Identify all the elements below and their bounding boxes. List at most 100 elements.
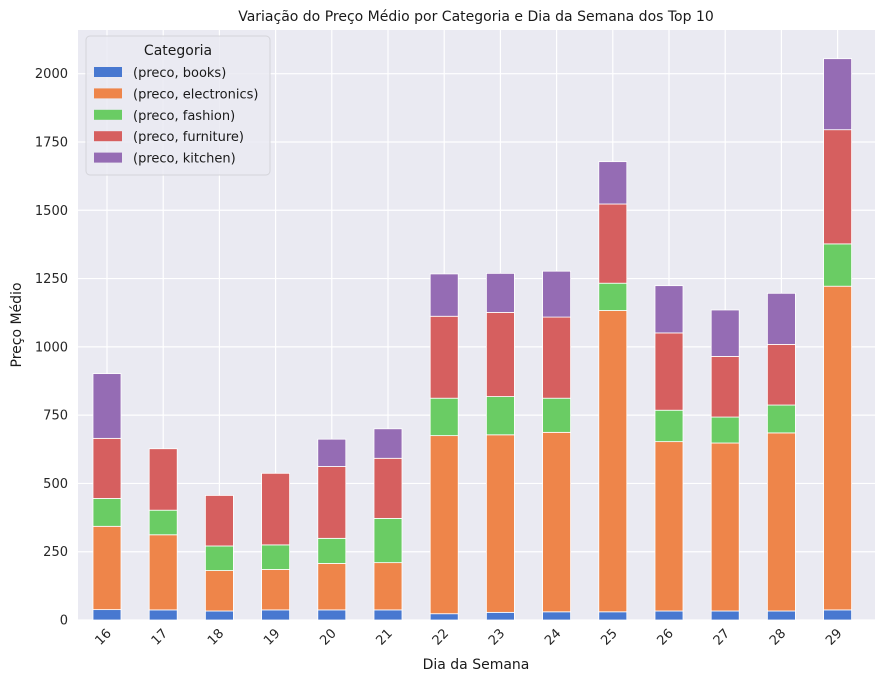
bar-segment [767, 404, 796, 434]
x-tick-label: 29 [823, 626, 845, 648]
bar-segment [373, 428, 403, 459]
bar-segment [710, 442, 740, 612]
bar-segment [429, 273, 459, 317]
y-tick-label: 500 [43, 477, 68, 492]
bar-segment [654, 610, 684, 621]
legend-entry-label: (preco, electronics) [133, 87, 258, 102]
bars [92, 58, 852, 621]
bar-segment [542, 270, 571, 318]
y-axis-label: Preço Médio [9, 282, 25, 367]
bar-segment [485, 434, 515, 613]
y-tick-label: 750 [43, 409, 68, 424]
x-tick-label: 19 [261, 626, 283, 648]
bar-segment [823, 243, 852, 287]
bar-segment [598, 310, 628, 613]
bar-segment [542, 431, 571, 613]
bar-segment [767, 343, 796, 406]
bar-segment [823, 129, 852, 245]
y-tick-labels: 0 250 500 750 1000 1250 1500 1750 2000 [35, 67, 68, 628]
bar-segment [204, 610, 234, 621]
bar-segment [373, 457, 403, 519]
legend-entry-label: (preco, fashion) [133, 109, 235, 124]
bar-segment [598, 611, 628, 621]
bar-segment [767, 432, 796, 612]
x-tick-label: 17 [149, 626, 171, 648]
y-tick-label: 1250 [35, 272, 68, 287]
legend-entry-label: (preco, books) [133, 66, 226, 81]
bar-segment [92, 525, 122, 611]
y-tick-label: 2000 [35, 67, 68, 82]
bar-segment [485, 312, 515, 397]
bar-segment [710, 416, 740, 444]
y-tick-label: 1750 [35, 135, 68, 150]
y-tick-label: 1500 [35, 204, 68, 219]
bar-segment [317, 537, 347, 564]
x-tick-label: 26 [655, 626, 677, 648]
y-tick-label: 0 [60, 614, 68, 629]
bar-segment [823, 609, 852, 621]
bar-segment [654, 441, 684, 612]
bar-segment [654, 409, 684, 443]
legend-swatch [94, 88, 122, 99]
bar-segment [148, 609, 178, 621]
x-tick-label: 24 [542, 626, 564, 648]
bar-segment [823, 285, 852, 611]
bar-segment [148, 534, 178, 611]
legend: Categoria (preco, books) (preco, electroni… [85, 35, 271, 176]
x-tick-labels: 16 17 18 19 20 21 22 23 24 25 26 27 28 29 [93, 626, 846, 648]
bar-segment [542, 611, 571, 621]
bar-segment [485, 611, 515, 621]
x-axis-label: Dia da Semana [423, 657, 530, 673]
legend-title: Categoria [144, 43, 212, 59]
bar-segment [148, 509, 178, 536]
bar-segment [485, 272, 515, 313]
bar-segment [654, 285, 684, 334]
bar-segment [710, 610, 740, 621]
bar-segment [373, 562, 403, 611]
x-tick-label: 25 [598, 626, 620, 648]
x-tick-label: 16 [93, 626, 115, 648]
bar-segment [373, 609, 403, 621]
bar-segment [92, 373, 122, 439]
bar-segment [204, 570, 234, 612]
legend-swatch [94, 131, 122, 142]
legend-entry-label: (preco, kitchen) [133, 152, 236, 167]
y-tick-label: 1000 [35, 340, 68, 355]
bar-segment [261, 472, 291, 546]
bar-segment [598, 161, 628, 205]
bar-segment [261, 569, 291, 611]
bar-segment [373, 517, 403, 564]
bar-segment [317, 438, 347, 467]
bar-segment [204, 545, 234, 571]
bar-segment [598, 282, 628, 311]
x-tick-label: 22 [430, 626, 452, 648]
x-tick-label: 27 [711, 626, 733, 648]
bar-segment [92, 498, 122, 527]
x-tick-label: 23 [486, 626, 508, 648]
bar-segment [317, 609, 347, 621]
bar-segment [767, 292, 796, 345]
bar-segment [429, 397, 459, 437]
bar-segment [429, 435, 459, 615]
legend-swatch [94, 109, 122, 120]
bar-segment [92, 609, 122, 621]
y-tick-label: 250 [43, 545, 68, 560]
x-tick-label: 28 [767, 626, 789, 648]
legend-swatch [94, 67, 122, 77]
legend-swatch [94, 152, 122, 163]
bar-segment [542, 397, 571, 433]
bar-segment [204, 495, 234, 547]
bar-segment [654, 332, 684, 411]
bar-segment [429, 613, 459, 621]
x-tick-label: 20 [317, 626, 339, 648]
chart-title: Variação do Preço Médio por Categoria e … [238, 9, 714, 25]
x-tick-label: 18 [205, 626, 227, 648]
legend-entry-label: (preco, furniture) [133, 130, 244, 145]
bar-segment [148, 448, 178, 511]
bar-segment [485, 396, 515, 436]
bar-segment [823, 58, 852, 131]
bar-segment [317, 563, 347, 611]
bar-segment [261, 544, 291, 570]
bar-segment [598, 203, 628, 284]
